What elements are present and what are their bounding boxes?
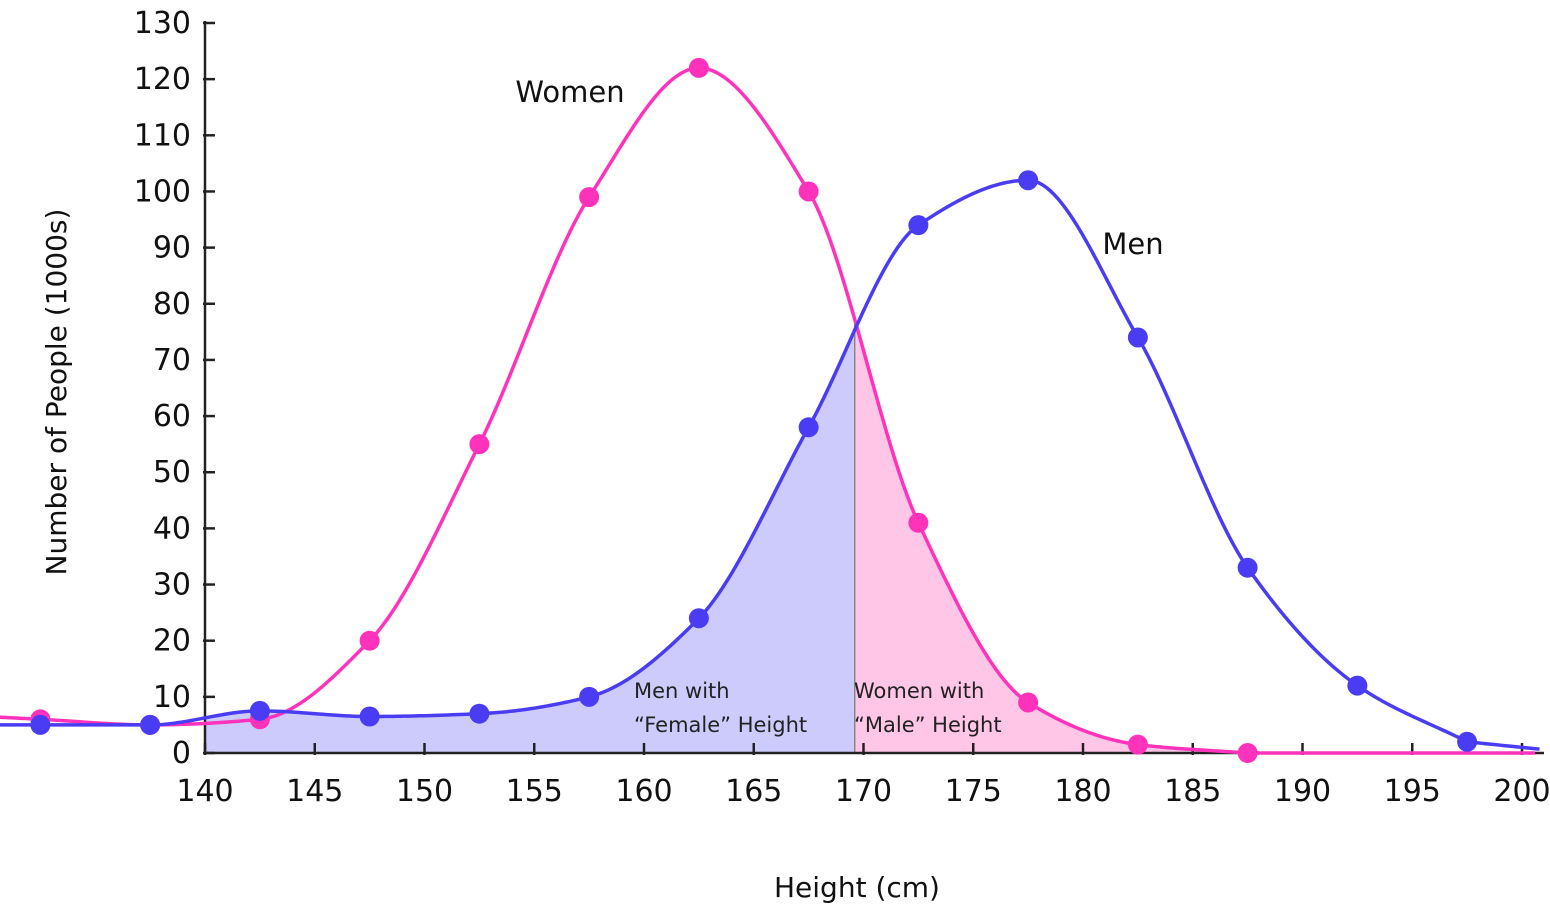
annotation-men-female-height-line1: Men with [634, 679, 730, 703]
series-label-women: Women [515, 75, 624, 109]
men-point-187.5 [1237, 557, 1258, 578]
y-tick-label-130: 130 [134, 6, 191, 41]
x-tick-label-165: 165 [725, 774, 782, 809]
x-tick-label-145: 145 [286, 774, 343, 809]
men-point-182.5 [1127, 327, 1148, 348]
men-point-142.5 [249, 700, 270, 721]
x-tick-label-150: 150 [396, 774, 453, 809]
y-tick-label-90: 90 [153, 231, 191, 266]
y-tick-label-0: 0 [172, 736, 191, 771]
men-point-152.5 [469, 703, 490, 724]
x-tick-label-175: 175 [945, 774, 1002, 809]
men-female-height-area [205, 330, 855, 753]
men-point-167.5 [798, 417, 819, 438]
y-tick-label-30: 30 [153, 568, 191, 603]
women-curve [0, 66, 1536, 755]
men-point-147.5 [359, 706, 380, 727]
men-point-162.5 [688, 608, 709, 629]
y-tick-label-10: 10 [153, 680, 191, 715]
men-point-172.5 [908, 215, 929, 236]
women-male-height-area [854, 319, 1259, 753]
women-point-172.5 [908, 512, 929, 533]
x-tick-label-155: 155 [506, 774, 563, 809]
y-tick-label-100: 100 [134, 174, 191, 209]
annotation-women-male-height-line2: “Male” Height [854, 713, 1002, 737]
y-tick-label-60: 60 [153, 399, 191, 434]
y-tick-label-40: 40 [153, 511, 191, 546]
x-axis-label: Height (cm) [774, 871, 940, 904]
women-point-182.5 [1127, 734, 1148, 755]
y-tick-label-70: 70 [153, 343, 191, 378]
x-tick-label-140: 140 [176, 774, 233, 809]
overlap-fill-layer [205, 319, 1259, 753]
text-layer: Number of People (1000s) Height (cm) Wom… [40, 75, 1164, 904]
x-tick-label-180: 180 [1054, 774, 1111, 809]
women-point-167.5 [798, 181, 819, 202]
men-point-132.5 [30, 714, 51, 735]
y-tick-label-120: 120 [134, 62, 191, 97]
series-layer [0, 57, 1540, 763]
x-tick-label-170: 170 [835, 774, 892, 809]
x-tick-label-190: 190 [1274, 774, 1331, 809]
men-point-157.5 [579, 686, 600, 707]
women-point-187.5 [1237, 743, 1258, 763]
y-tick-label-50: 50 [153, 455, 191, 490]
women-point-177.5 [1018, 692, 1039, 713]
series-label-men: Men [1102, 227, 1163, 261]
x-tick-label-160: 160 [615, 774, 672, 809]
women-point-147.5 [359, 630, 380, 651]
x-tick-label-185: 185 [1164, 774, 1221, 809]
women-point-162.5 [688, 57, 709, 78]
y-axis-label: Number of People (1000s) [40, 209, 73, 576]
annotation-women-male-height-line1: Women with [854, 679, 984, 703]
y-tick-label-20: 20 [153, 624, 191, 659]
men-point-137.5 [140, 714, 161, 735]
women-point-157.5 [579, 187, 600, 208]
men-point-192.5 [1347, 675, 1368, 696]
women-point-152.5 [469, 434, 490, 455]
annotation-men-female-height-line2: “Female” Height [634, 713, 807, 737]
men-point-197.5 [1457, 731, 1478, 752]
men-point-177.5 [1018, 170, 1039, 191]
x-tick-label-200: 200 [1493, 774, 1550, 809]
axes: 0 10 20 30 40 50 60 70 80 90 100 110 120 130 140 145 150… [134, 6, 1550, 809]
x-tick-label-195: 195 [1384, 774, 1441, 809]
y-tick-label-110: 110 [134, 118, 191, 153]
y-tick-label-80: 80 [153, 287, 191, 322]
men-curve [0, 178, 1540, 751]
